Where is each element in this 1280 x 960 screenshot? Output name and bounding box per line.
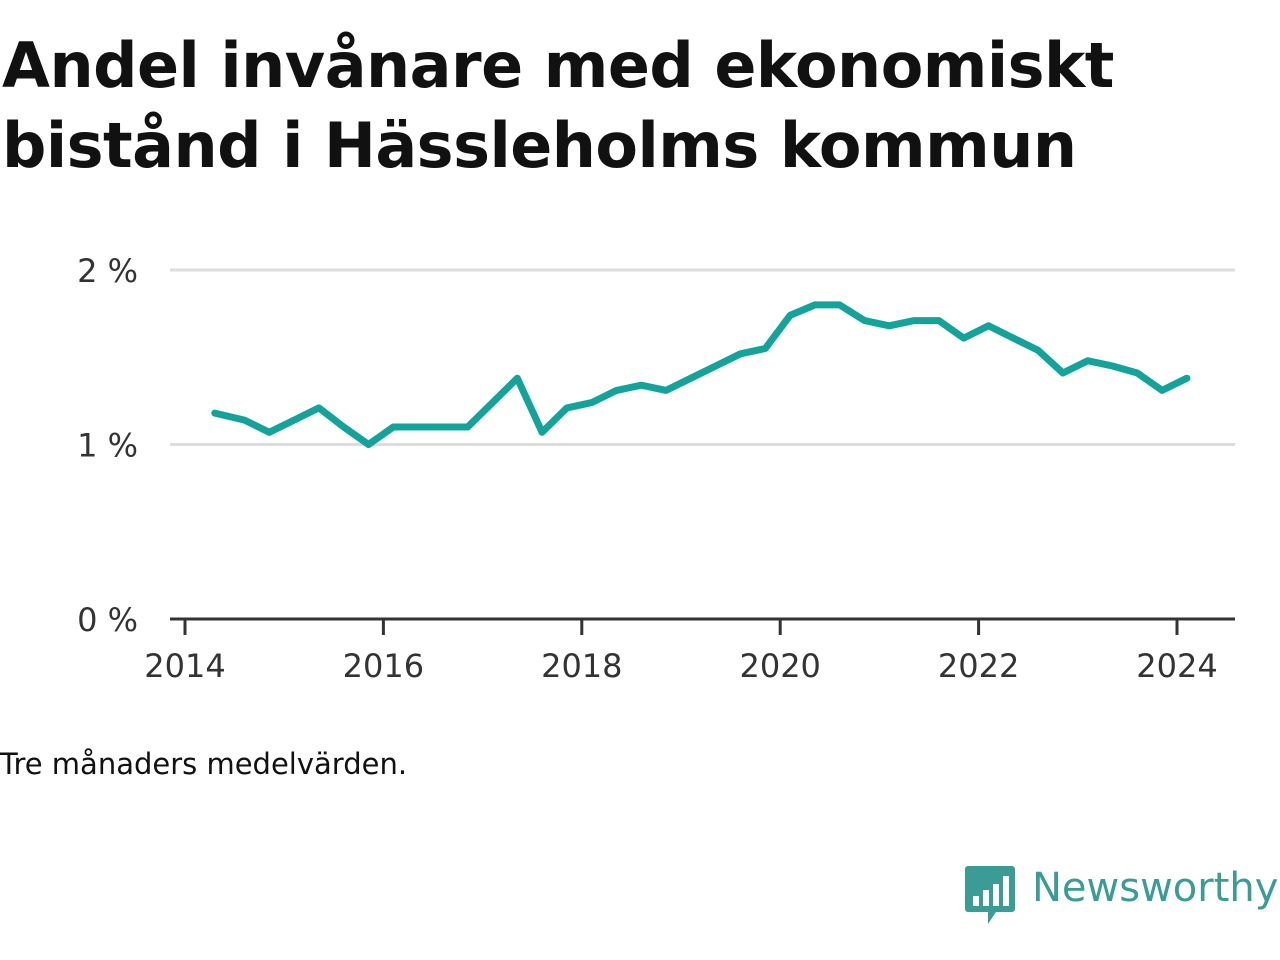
x-tick-label: 2016 xyxy=(343,647,424,685)
brand-name: Newsworthy xyxy=(1032,865,1279,911)
x-tick-label: 2020 xyxy=(739,647,820,685)
series-lines xyxy=(211,301,1191,448)
y-tick-labels: 0 % 1 % 2 % xyxy=(77,252,138,639)
series-line-0 xyxy=(211,301,1191,448)
gridlines xyxy=(170,268,1235,446)
y-tick-label: 1 % xyxy=(77,427,138,465)
x-tick-label: 2014 xyxy=(144,647,225,685)
x-tick-label: 2024 xyxy=(1136,647,1217,685)
y-tick-label: 0 % xyxy=(77,601,138,639)
line-chart: 0 % 1 % 2 % 2014 2016 2018 2020 2022 2024 xyxy=(77,252,1235,685)
x-tick-label: 2018 xyxy=(541,647,622,685)
y-tick-label: 2 % xyxy=(77,252,138,290)
chart-note: Tre månaders medelvärden. xyxy=(0,747,408,781)
brand-logo[interactable]: Newsworthy xyxy=(964,860,1279,930)
x-axis: 2014 2016 2018 2020 2022 2024 xyxy=(144,617,1235,685)
x-tick-label: 2022 xyxy=(938,647,1019,685)
bar-chart-speech-bubble-icon xyxy=(965,866,1015,924)
chart-title: Andel invånare med ekonomiskt bistånd i … xyxy=(2,29,1114,182)
